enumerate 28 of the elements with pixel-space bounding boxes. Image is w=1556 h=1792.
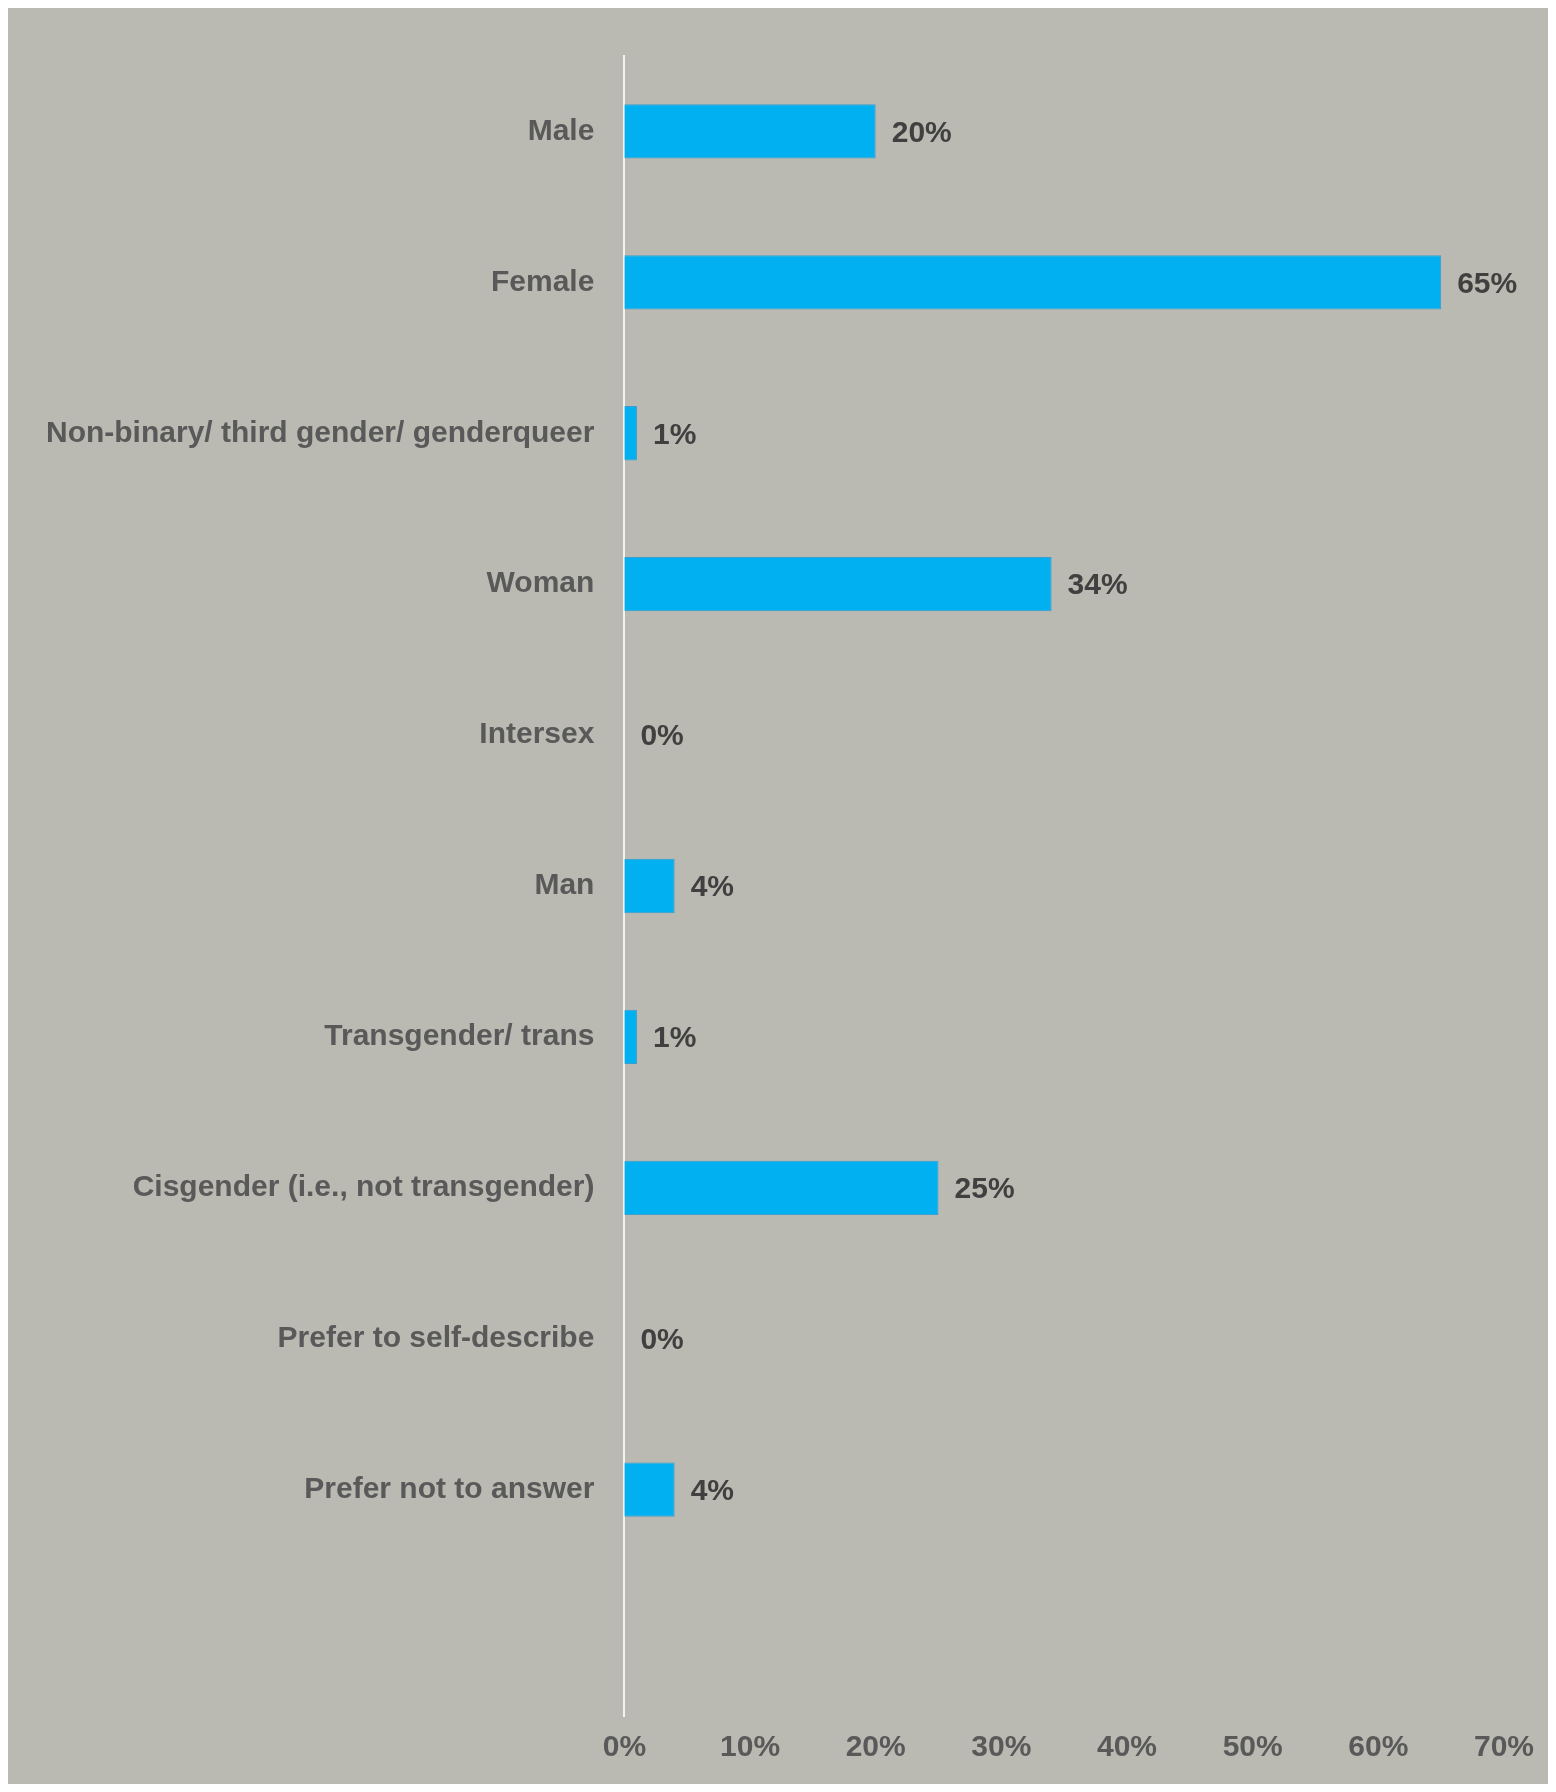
data-label: 34% xyxy=(1067,567,1128,601)
y-tick-label: Non-binary/ third gender/ genderqueer xyxy=(45,414,595,448)
x-tick-label: 50% xyxy=(1222,1729,1283,1763)
y-tick-label: Man xyxy=(534,867,595,901)
y-tick-label: Prefer to self-describe xyxy=(277,1319,595,1353)
x-tick-label: 0% xyxy=(602,1729,647,1763)
x-tick-label: 40% xyxy=(1096,1729,1158,1763)
y-tick-label: Male xyxy=(527,112,595,146)
x-tick-label: 20% xyxy=(845,1729,906,1763)
data-label: 25% xyxy=(954,1171,1015,1205)
data-label: 0% xyxy=(640,718,684,752)
data-label: 1% xyxy=(652,1020,697,1054)
data-label: 4% xyxy=(690,1472,735,1506)
y-tick-label: Female xyxy=(491,263,595,297)
y-tick-label: Woman xyxy=(486,565,595,599)
y-tick-label: Intersex xyxy=(479,716,595,750)
data-label: 20% xyxy=(891,114,952,148)
y-tick-label: Prefer not to answer xyxy=(304,1470,595,1504)
y-tick-label: Transgender/ trans xyxy=(324,1018,595,1052)
x-tick-label: 10% xyxy=(720,1729,781,1763)
data-label: 0% xyxy=(640,1321,684,1355)
data-label: 1% xyxy=(652,416,697,450)
data-label: 65% xyxy=(1457,265,1518,299)
y-tick-label: Cisgender (i.e., not transgender) xyxy=(132,1169,595,1203)
data-label: 4% xyxy=(690,869,735,903)
x-tick-label: 30% xyxy=(971,1729,1032,1763)
x-tick-label: 60% xyxy=(1348,1729,1409,1763)
x-tick-label: 70% xyxy=(1473,1729,1534,1763)
